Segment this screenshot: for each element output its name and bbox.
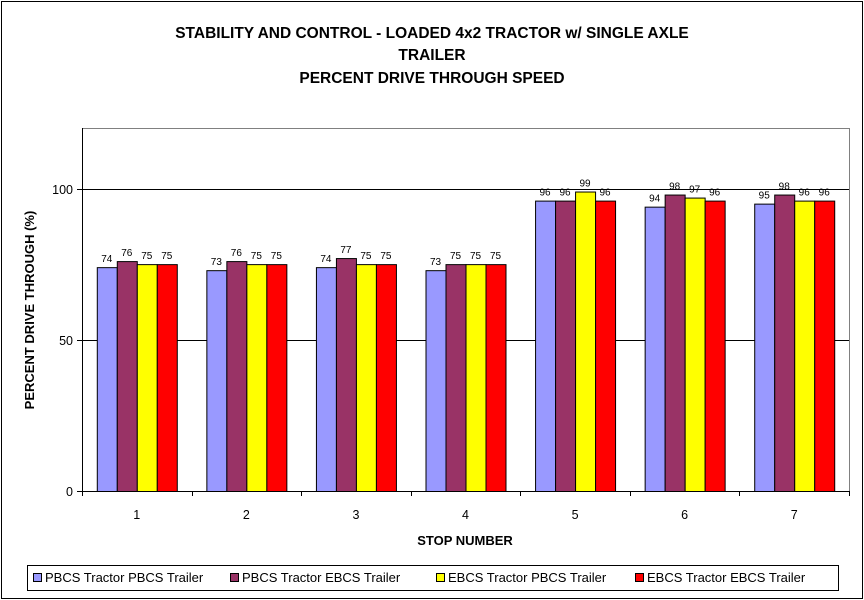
bar-series-2-stop-3 — [335, 258, 357, 493]
bar-series-2-stop-5 — [555, 200, 577, 492]
bar-series-1-stop-2 — [206, 270, 228, 492]
data-label: 75 — [141, 251, 153, 262]
data-label: 96 — [819, 188, 831, 199]
y-axis: 0 50 100 — [52, 128, 83, 499]
data-label: 75 — [360, 251, 372, 262]
legend-box — [27, 565, 839, 591]
data-label: 76 — [231, 248, 243, 259]
data-label: 75 — [271, 251, 283, 262]
data-label: 73 — [430, 257, 442, 268]
bar-series-1-stop-1 — [96, 267, 118, 492]
x-axis-title: STOP NUMBER — [417, 533, 513, 548]
data-label: 74 — [101, 254, 113, 265]
bar-series-3-stop-5 — [575, 191, 597, 492]
bar-series-2-stop-6 — [664, 194, 686, 493]
data-label: 96 — [540, 188, 552, 199]
legend-swatch — [436, 573, 445, 582]
data-label: 94 — [649, 194, 661, 205]
bar-series-4-stop-3 — [375, 264, 397, 492]
legend-label: PBCS Tractor EBCS Trailer — [242, 570, 401, 585]
x-tick-label: 4 — [462, 508, 469, 522]
x-tick-label: 1 — [133, 508, 140, 522]
x-tick-label: 7 — [791, 508, 798, 522]
bar-series-1-stop-6 — [644, 206, 666, 492]
data-label: 96 — [600, 188, 612, 199]
data-label: 75 — [470, 251, 482, 262]
y-tick-label: 50 — [59, 334, 73, 348]
data-label: 75 — [161, 251, 173, 262]
legend-label: EBCS Tractor PBCS Trailer — [448, 570, 607, 585]
bar-series-4-stop-7 — [814, 200, 836, 492]
chart-title-line-3: PERCENT DRIVE THROUGH SPEED — [299, 70, 564, 87]
data-labels: 74 73 74 73 96 94 95 76 76 77 75 96 98 98 75 75 75 75 99 97… — [101, 179, 830, 269]
data-label: 73 — [211, 257, 223, 268]
data-label: 96 — [799, 188, 811, 199]
bar-series-4-stop-4 — [485, 264, 507, 492]
x-tick-label: 2 — [243, 508, 250, 522]
data-label: 96 — [560, 188, 572, 199]
chart-title-line-1: STABILITY AND CONTROL - LOADED 4x2 TRACT… — [175, 25, 689, 42]
data-label: 98 — [779, 182, 791, 193]
bar-series-1-stop-5 — [535, 200, 557, 492]
bar-series-3-stop-7 — [794, 200, 816, 492]
bars — [96, 191, 836, 493]
bar-series-3-stop-2 — [246, 264, 268, 492]
bar-series-1-stop-7 — [754, 203, 776, 492]
data-label: 77 — [340, 245, 352, 256]
legend-swatch — [230, 573, 239, 582]
legend-label: EBCS Tractor EBCS Trailer — [647, 570, 806, 585]
x-axis: 1 2 3 4 5 6 7 — [82, 491, 850, 522]
bar-series-3-stop-6 — [684, 197, 706, 492]
y-tick-label: 100 — [52, 183, 73, 197]
bar-series-2-stop-7 — [774, 194, 796, 493]
bar-series-1-stop-3 — [315, 267, 337, 492]
data-label: 75 — [380, 251, 392, 262]
bar-series-2-stop-4 — [445, 264, 467, 492]
data-label: 98 — [669, 182, 681, 193]
bar-series-2-stop-2 — [226, 261, 248, 492]
data-label: 96 — [709, 188, 721, 199]
x-tick-label: 3 — [352, 508, 359, 522]
data-label: 97 — [689, 185, 701, 196]
data-label: 74 — [320, 254, 332, 265]
legend-swatch — [635, 573, 644, 582]
bar-series-3-stop-1 — [136, 264, 158, 492]
y-tick-label: 0 — [66, 485, 73, 499]
data-label: 75 — [251, 251, 263, 262]
data-label: 76 — [121, 248, 133, 259]
data-label: 95 — [759, 191, 771, 202]
legend-swatch — [33, 573, 42, 582]
bar-series-4-stop-1 — [156, 264, 178, 492]
x-tick-label: 5 — [572, 508, 579, 522]
bar-series-4-stop-6 — [704, 200, 726, 492]
legend-label: PBCS Tractor PBCS Trailer — [45, 570, 204, 585]
bar-series-4-stop-2 — [266, 264, 288, 492]
legend: PBCS Tractor PBCS Trailer PBCS Tractor EB… — [27, 565, 839, 591]
data-label: 75 — [450, 251, 462, 262]
bar-series-3-stop-4 — [465, 264, 487, 492]
data-label: 99 — [580, 179, 592, 190]
bar-series-3-stop-3 — [355, 264, 377, 492]
bar-series-1-stop-4 — [425, 270, 447, 492]
data-label: 75 — [490, 251, 502, 262]
bar-series-2-stop-1 — [116, 261, 138, 492]
x-tick-label: 6 — [681, 508, 688, 522]
chart-title-line-2: TRAILER — [398, 47, 465, 64]
y-axis-title: PERCENT DRIVE THROUGH (%) — [22, 211, 37, 410]
bar-series-4-stop-5 — [595, 200, 617, 492]
